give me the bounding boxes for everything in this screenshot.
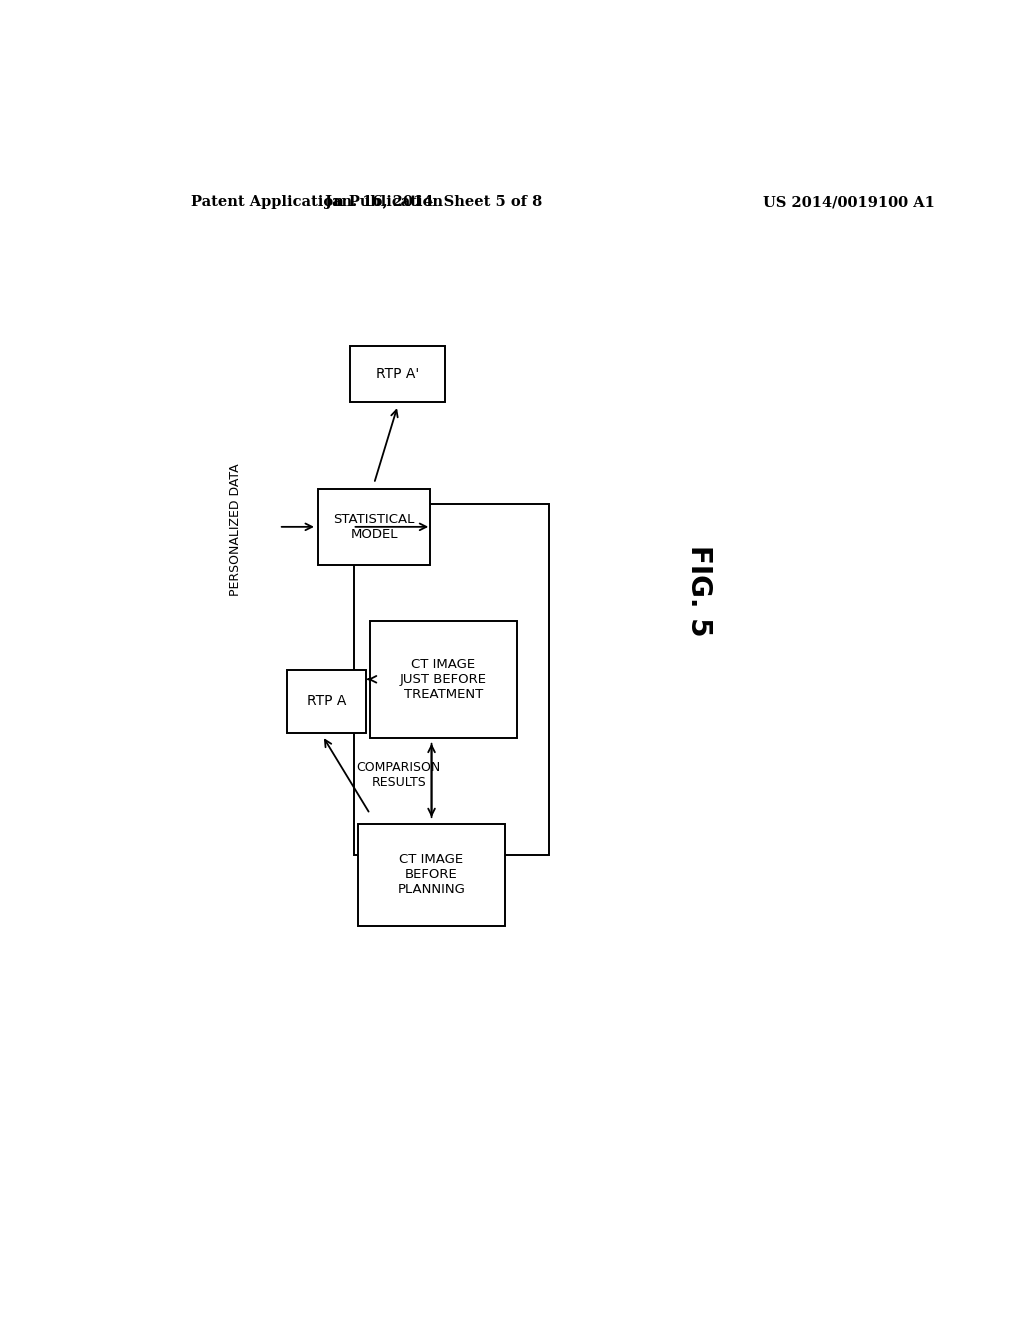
Text: Jan. 16, 2014  Sheet 5 of 8: Jan. 16, 2014 Sheet 5 of 8 <box>325 195 542 209</box>
Bar <box>354 504 549 854</box>
Text: CT IMAGE
BEFORE
PLANNING: CT IMAGE BEFORE PLANNING <box>397 854 466 896</box>
Bar <box>318 488 430 565</box>
Bar <box>358 824 505 925</box>
Text: RTP A: RTP A <box>307 694 346 708</box>
Bar <box>370 620 517 738</box>
Text: US 2014/0019100 A1: US 2014/0019100 A1 <box>763 195 935 209</box>
Text: PERSONALIZED DATA: PERSONALIZED DATA <box>228 463 242 595</box>
Text: CT IMAGE
JUST BEFORE
TREATMENT: CT IMAGE JUST BEFORE TREATMENT <box>400 657 487 701</box>
Text: FIG. 5: FIG. 5 <box>685 545 714 636</box>
Text: Patent Application Publication: Patent Application Publication <box>191 195 443 209</box>
Bar <box>287 669 367 733</box>
Bar <box>350 346 445 403</box>
Text: STATISTICAL
MODEL: STATISTICAL MODEL <box>334 513 415 541</box>
Text: RTP A': RTP A' <box>376 367 420 381</box>
Text: COMPARISON
RESULTS: COMPARISON RESULTS <box>356 762 440 789</box>
